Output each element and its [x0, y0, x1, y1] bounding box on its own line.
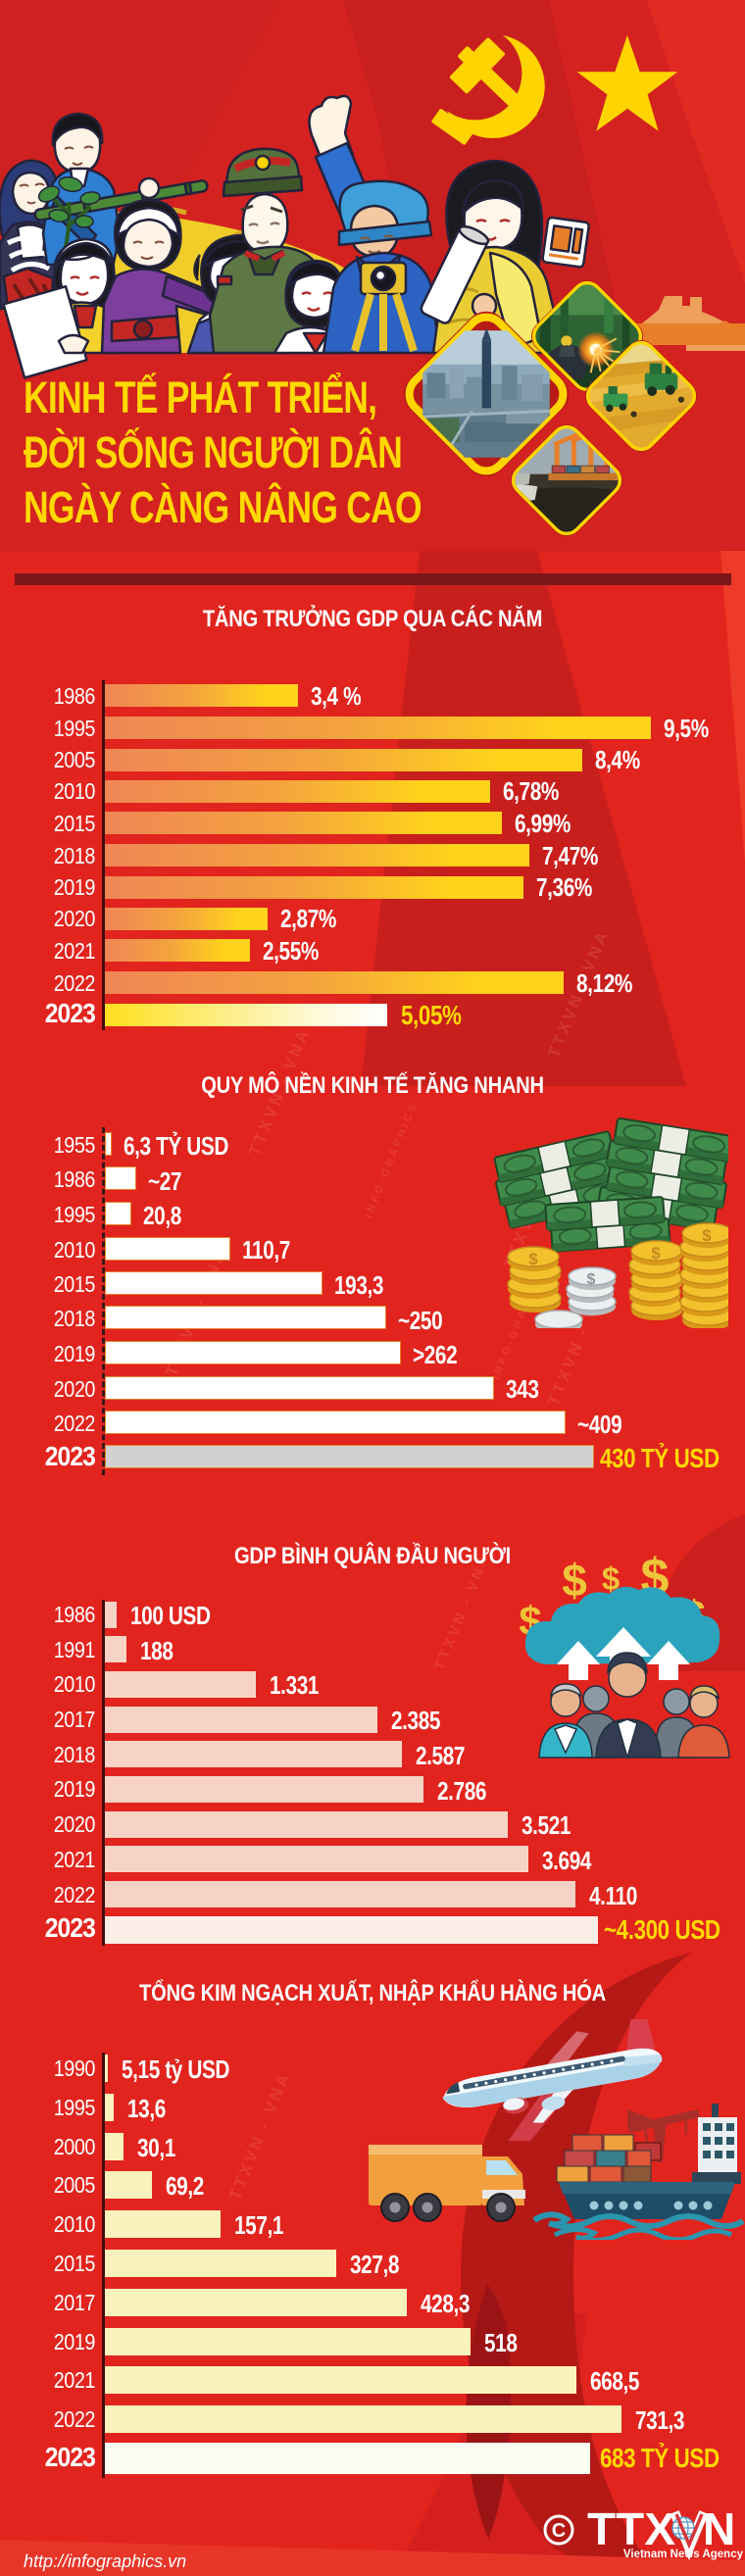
svg-text:$: $ — [702, 1226, 712, 1245]
svg-text:$: $ — [528, 1250, 538, 1268]
svg-text:Vietnam News Agency: Vietnam News Agency — [623, 2549, 744, 2560]
svg-text:TTX: TTX — [587, 2503, 675, 2554]
svg-text:$: $ — [651, 1244, 661, 1263]
svg-text:$: $ — [562, 1555, 587, 1606]
svg-text:$: $ — [587, 1271, 596, 1288]
svg-text:N: N — [703, 2503, 735, 2554]
svg-text:$: $ — [602, 1560, 620, 1597]
svg-text:C: C — [552, 2520, 566, 2542]
